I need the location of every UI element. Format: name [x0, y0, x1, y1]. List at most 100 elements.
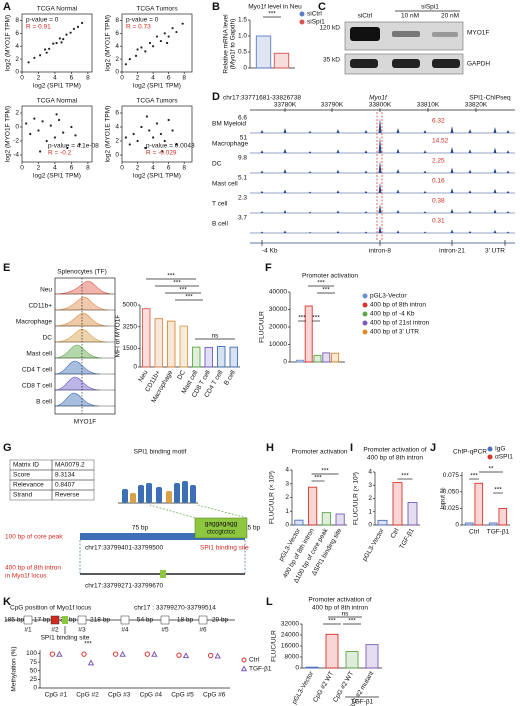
scatter-point — [124, 136, 127, 139]
panel-label: A — [3, 1, 11, 13]
region-label: chr17:33799271-33799670 — [85, 583, 163, 590]
logo-letter — [130, 493, 136, 503]
bar — [321, 512, 331, 526]
scatter-point — [66, 146, 69, 150]
track-scale: 5.1 — [238, 175, 247, 182]
track-scale: 2.3 — [238, 195, 247, 202]
length-label: 38 bp — [60, 617, 77, 624]
panel-label: K — [3, 596, 11, 608]
histogram — [54, 328, 108, 343]
legend-label: 400 bp of -4 Kb — [370, 311, 415, 318]
significance: ** — [488, 466, 494, 473]
mw-marker: 35 kD — [323, 57, 340, 64]
stat-label: R = -0.2 — [48, 150, 72, 157]
flow-row-label: Macrophage — [16, 319, 53, 326]
band — [432, 59, 460, 68]
scatter-point — [155, 35, 159, 38]
x-tick-label: CpG #6 — [203, 692, 226, 699]
x-axis-label: log2 (SPI1 TPM) — [133, 83, 181, 90]
signal-track — [260, 182, 510, 193]
site-seq: gaggagagg — [205, 521, 238, 528]
significance: *** — [328, 618, 336, 625]
logo-letter — [138, 485, 144, 503]
site-label: #6 — [199, 627, 207, 634]
significance: ns — [212, 333, 220, 340]
y-tick-label: 32000 — [281, 621, 299, 628]
scatter-point — [175, 143, 178, 146]
track-name: BM Myeloid — [212, 121, 246, 128]
x-tick-label: Ctrl — [469, 529, 480, 536]
core-label: 100 bp of core peak — [5, 534, 63, 541]
scatter-point — [81, 21, 84, 25]
x-tick-label: 2 — [37, 165, 41, 172]
y-tick-label: 4 — [285, 467, 289, 474]
significance: *** — [298, 315, 306, 322]
bar — [488, 522, 498, 526]
flow-x-label: MYO1F — [74, 419, 96, 426]
y-tick-label: 0 — [283, 359, 287, 366]
coord-label: 33820K — [465, 102, 488, 109]
y-axis-label: log2 (MYO1F TPM) — [105, 15, 112, 71]
bar — [192, 346, 201, 368]
x-tick-label: TGF-β1 — [398, 527, 416, 550]
map-region: chr17 : 33799270-33799514 — [134, 605, 216, 612]
y-tick-label: 24000 — [281, 632, 299, 639]
bar — [308, 486, 318, 526]
x-tick-label: CpG #1 — [45, 692, 68, 699]
significance: *** — [167, 273, 175, 280]
feature-label: 3' UTR — [485, 248, 505, 255]
dot — [112, 651, 119, 657]
bar — [179, 325, 188, 368]
logo-letter — [156, 487, 162, 503]
y-axis-label: Methylation (%) — [11, 646, 18, 691]
scatter-point — [62, 38, 65, 41]
y-axis-label: log2 (MYO1F TPM) — [5, 15, 12, 71]
scatter-point — [167, 118, 170, 122]
stat-label: R = 0.73 — [126, 24, 151, 31]
y-axis-label: log2 (MYO1F TPM) — [5, 106, 12, 162]
table-cell-text: Strand — [13, 492, 33, 499]
site-label: #1 — [24, 627, 32, 634]
scatter-point — [53, 136, 57, 139]
significance: *** — [401, 473, 409, 480]
x-tick-label: CpG #5 — [171, 692, 194, 699]
y-tick-label: 20000 — [269, 324, 287, 331]
scatter-point — [78, 143, 81, 146]
scatter-point — [76, 25, 80, 28]
signal-track — [260, 137, 510, 153]
track-name: Macrophage — [212, 141, 249, 148]
cpg-site — [120, 615, 130, 625]
y-tick-label: 0 — [243, 65, 247, 72]
coord-label: 33810K — [417, 102, 440, 109]
cpg-site — [77, 615, 87, 625]
legend-marker — [241, 657, 247, 663]
scatter-point — [148, 41, 152, 45]
cpg-site — [23, 615, 33, 625]
scatter-point — [69, 31, 72, 34]
flow-row-label: CD8 T cell — [22, 383, 53, 390]
legend-marker — [362, 320, 368, 326]
x-tick-label: 8 — [182, 75, 186, 82]
signal-track — [260, 161, 510, 173]
y-tick-label: 0.025 — [443, 505, 460, 512]
track-name: B cell — [212, 221, 228, 228]
bar — [229, 346, 238, 368]
flow-row-label: B cell — [36, 399, 52, 406]
scatter-point — [39, 54, 42, 57]
y-tick-label: 50 — [30, 667, 38, 674]
track-scale: 9.8 — [238, 155, 247, 162]
table-cell-text: Reverse — [55, 492, 80, 499]
scatter-point — [29, 132, 32, 136]
legend-marker — [362, 311, 368, 317]
scatter-point — [60, 41, 63, 44]
scatter-point — [136, 48, 139, 51]
bar — [313, 354, 322, 363]
legend-marker — [362, 329, 368, 335]
y-tick-label: 1.0 — [238, 33, 247, 40]
bar — [498, 507, 508, 526]
y-tick-label: 2 — [115, 56, 119, 63]
bar — [474, 482, 484, 526]
scatter-point — [145, 115, 148, 118]
scatter-point — [140, 46, 143, 49]
